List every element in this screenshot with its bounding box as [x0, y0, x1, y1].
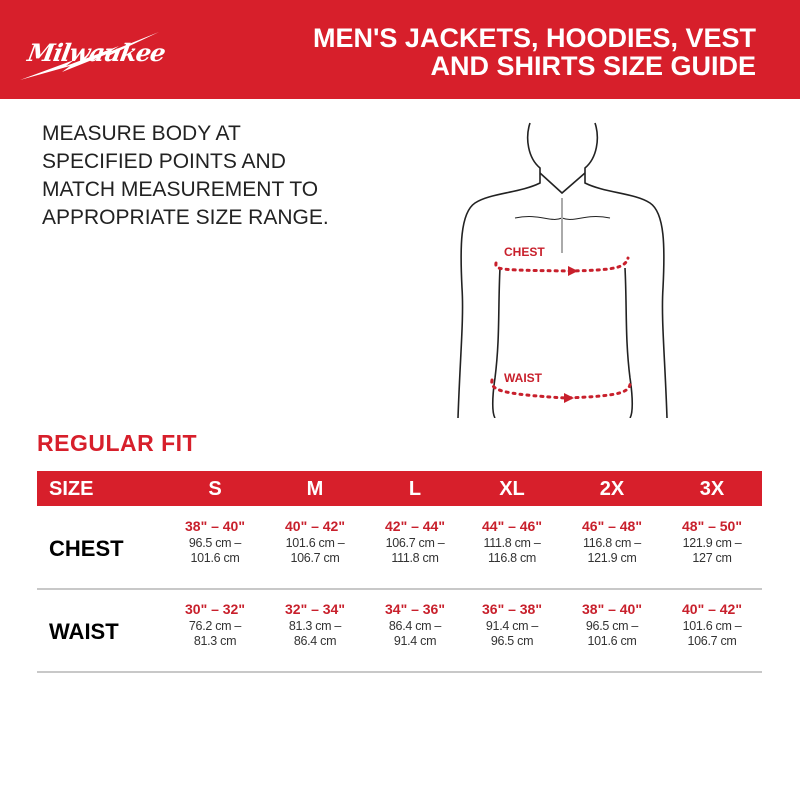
cm-range: 86.4 cm –91.4 cm — [388, 619, 442, 648]
arrow-icon — [568, 266, 578, 276]
inch-range: 36" – 38" — [482, 601, 542, 617]
header-l: L — [408, 478, 422, 500]
table-cell: 40" – 42" 101.6 cm –106.7 cm — [662, 601, 762, 649]
waist-label: WAIST — [504, 371, 543, 385]
header-m: M — [306, 478, 324, 500]
cm-range: 116.8 cm –121.9 cm — [583, 536, 641, 565]
divider — [37, 588, 762, 590]
cm-range: 76.2 cm –81.3 cm — [188, 619, 242, 648]
cm-range: 101.6 cm –106.7 cm — [285, 536, 345, 565]
inch-range: 42" – 44" — [385, 518, 445, 534]
lightning-bolt-icon — [20, 32, 159, 80]
instructions: MEASURE BODY AT SPECIFIED POINTS AND MAT… — [42, 122, 329, 229]
table-cell: 38" – 40" 96.5 cm –101.6 cm — [562, 601, 662, 649]
table-cell: 38" – 40" 96.5 cm –101.6 cm — [165, 518, 265, 566]
cm-range: 121.9 cm –127 cm — [682, 536, 742, 565]
table-cell: 36" – 38" 91.4 cm –96.5 cm — [462, 601, 562, 649]
header-s: S — [208, 478, 222, 500]
fit-title: REGULAR FIT — [37, 430, 198, 456]
header-size: SIZE — [49, 478, 94, 500]
table-cell: 32" – 34" 81.3 cm –86.4 cm — [265, 601, 365, 649]
inch-range: 32" – 34" — [285, 601, 345, 617]
table-cell: 40" – 42" 101.6 cm –106.7 cm — [265, 518, 365, 566]
table-cell: 42" – 44" 106.7 cm –111.8 cm — [365, 518, 465, 566]
milwaukee-logo: Milwaukee — [14, 18, 167, 88]
inch-range: 38" – 40" — [582, 601, 642, 617]
inch-range: 46" – 48" — [582, 518, 642, 534]
table-cell: 30" – 32" 76.2 cm –81.3 cm — [165, 601, 265, 649]
inch-range: 44" – 46" — [482, 518, 542, 534]
table-cell: 44" – 46" 111.8 cm –116.8 cm — [462, 518, 562, 566]
cm-range: 96.5 cm –101.6 cm — [585, 619, 639, 648]
arrow-icon — [564, 393, 574, 403]
cm-range: 111.8 cm –116.8 cm — [483, 536, 541, 565]
table-cell: 46" – 48" 116.8 cm –121.9 cm — [562, 518, 662, 566]
page-title: MEN'S JACKETS, HOODIES, VEST AND SHIRTS … — [313, 23, 756, 81]
body-measurement-figure: CHEST WAIST — [440, 118, 670, 419]
table-cell: 48" – 50" 121.9 cm –127 cm — [662, 518, 762, 566]
chest-label: CHEST — [504, 245, 545, 259]
inch-range: 40" – 42" — [682, 601, 742, 617]
inch-range: 40" – 42" — [285, 518, 345, 534]
cm-range: 81.3 cm –86.4 cm — [288, 619, 342, 648]
header-banner: Milwaukee MEN'S JACKETS, HOODIES, VEST A… — [0, 0, 800, 99]
chest-measure-line — [494, 256, 630, 273]
header-2x: 2X — [599, 478, 625, 500]
inch-range: 48" – 50" — [682, 518, 742, 534]
header-xl: XL — [499, 478, 525, 500]
cm-range: 101.6 cm –106.7 cm — [682, 619, 742, 648]
inch-range: 34" – 36" — [385, 601, 445, 617]
divider — [37, 671, 762, 673]
header-3x: 3X — [699, 478, 725, 500]
cm-range: 106.7 cm –111.8 cm — [385, 536, 445, 565]
table-cell: 34" – 36" 86.4 cm –91.4 cm — [365, 601, 465, 649]
cm-range: 91.4 cm –96.5 cm — [485, 619, 539, 648]
cm-range: 96.5 cm –101.6 cm — [188, 536, 242, 565]
table-header: SIZE S M L XL 2X 3X — [37, 471, 762, 506]
inch-range: 38" – 40" — [185, 518, 245, 534]
inch-range: 30" – 32" — [185, 601, 245, 617]
